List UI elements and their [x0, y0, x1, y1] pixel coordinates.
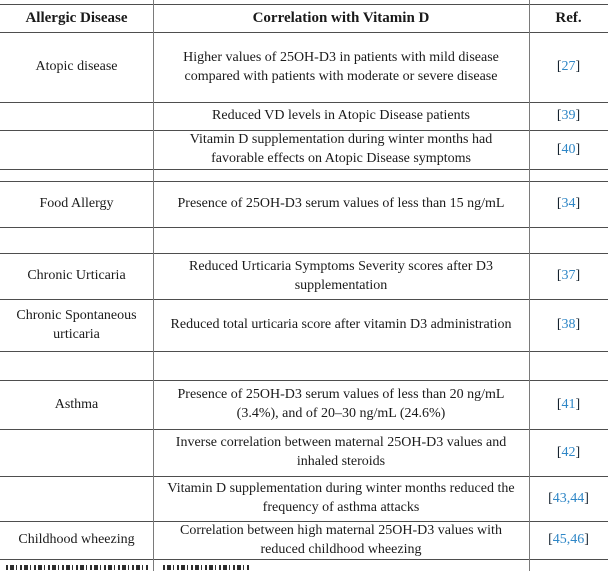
ref-cell: [45,46] — [529, 522, 608, 559]
correlation-cell: Reduced VD levels in Atopic Disease pati… — [212, 108, 470, 124]
table-row: Atopic disease Higher values of 25OH-D3 … — [0, 33, 608, 103]
ref-link[interactable]: [40] — [556, 141, 581, 157]
table-row: Vitamin D supplementation during winter … — [0, 477, 608, 522]
header-ref: Ref. — [555, 10, 582, 27]
spacer-row — [0, 352, 608, 381]
table-row: Asthma Presence of 25OH-D3 serum values … — [0, 381, 608, 430]
correlation-cell: Reduced Urticaria Symptoms Severity scor… — [188, 258, 494, 293]
table-row: Childhood wheezing Correlation between h… — [0, 522, 608, 560]
correlation-cell: Higher values of 25OH-D3 in patients wit… — [183, 49, 499, 84]
disease-cell: Chronic Urticaria — [27, 268, 126, 284]
disease-cell: Asthma — [54, 396, 99, 412]
ref-link[interactable]: [38] — [556, 317, 581, 333]
ref-link[interactable]: [43,44] — [548, 490, 589, 506]
ref-cell: [40] — [529, 131, 608, 169]
correlation-cell: Presence of 25OH-D3 serum values of less… — [177, 387, 505, 421]
header-correlation: Correlation with Vitamin D — [252, 10, 430, 27]
disease-cell: Childhood wheezing — [18, 532, 135, 548]
ref-link[interactable]: [41] — [556, 396, 581, 412]
ref-cell: [42] — [529, 430, 608, 476]
correlation-cell: Presence of 25OH-D3 serum values of less… — [177, 196, 505, 212]
column-divider-1 — [153, 0, 154, 571]
clipped-text-fragment — [0, 560, 153, 571]
correlation-cell: Vitamin D supplementation during winter … — [167, 481, 515, 515]
ref-link[interactable]: [42] — [556, 444, 581, 460]
disease-cell — [0, 103, 153, 130]
correlation-cell: Vitamin D supplementation during winter … — [189, 132, 493, 166]
correlation-cell: Reduced total urticaria score after vita… — [170, 317, 512, 333]
ref-link[interactable]: [45,46] — [548, 532, 589, 548]
ref-cell: [34] — [529, 182, 608, 227]
table-header-row: Allergic Disease Correlation with Vitami… — [0, 4, 608, 33]
disease-cell — [0, 477, 153, 521]
column-divider-2 — [529, 0, 530, 571]
table-row: Reduced VD levels in Atopic Disease pati… — [0, 103, 608, 131]
correlation-cell: Correlation between high maternal 25OH-D… — [180, 522, 502, 557]
ref-link[interactable]: [34] — [556, 196, 581, 212]
disease-cell: Chronic Spontaneous urticaria — [16, 307, 137, 342]
disease-cell: Atopic disease — [35, 59, 118, 75]
vitamin-d-allergy-table: Allergic Disease Correlation with Vitami… — [0, 4, 608, 571]
disease-cell — [0, 131, 153, 169]
table-row: Inverse correlation between maternal 25O… — [0, 430, 608, 477]
correlation-cell: Inverse correlation between maternal 25O… — [175, 435, 507, 469]
disease-cell: Food Allergy — [39, 196, 114, 212]
ref-link[interactable]: [27] — [556, 59, 581, 75]
header-allergic-disease: Allergic Disease — [25, 10, 128, 27]
ref-link[interactable]: [39] — [556, 108, 581, 124]
ref-cell: [43,44] — [529, 477, 608, 521]
table-row: Food Allergy Presence of 25OH-D3 serum v… — [0, 182, 608, 228]
table-row: Chronic Spontaneous urticaria Reduced to… — [0, 300, 608, 352]
ref-cell: [37] — [529, 254, 608, 299]
clipped-text-fragment — [153, 560, 529, 571]
ref-link[interactable]: [37] — [556, 268, 581, 284]
table-row: Chronic Urticaria Reduced Urticaria Symp… — [0, 254, 608, 300]
ref-cell: [41] — [529, 381, 608, 429]
clipped-partial-row — [0, 560, 608, 571]
ref-cell: [38] — [529, 300, 608, 351]
ref-cell: [39] — [529, 103, 608, 130]
spacer-row — [0, 170, 608, 182]
disease-cell — [0, 430, 153, 476]
spacer-row — [0, 228, 608, 254]
table-row: Vitamin D supplementation during winter … — [0, 131, 608, 170]
ref-cell: [27] — [529, 33, 608, 102]
